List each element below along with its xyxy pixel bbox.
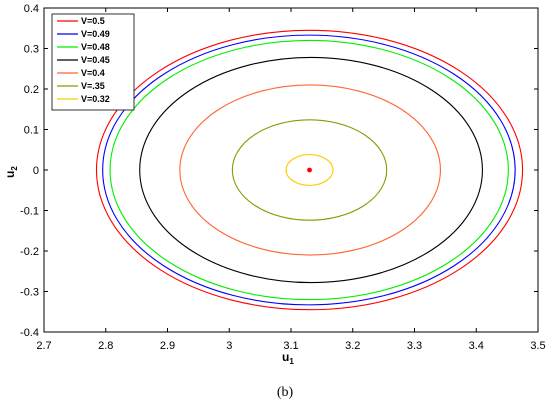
- x-tick-label: 3.1: [283, 340, 298, 352]
- y-tick-label: 0.2: [24, 84, 39, 96]
- y-axis-label-base: u: [3, 171, 17, 178]
- y-axis-label: u2: [3, 166, 19, 178]
- y-tick-label: 0.1: [24, 125, 39, 137]
- x-tick-label: 3.3: [407, 340, 422, 352]
- series-curve: [231, 119, 388, 221]
- series-curve: [102, 34, 516, 306]
- y-axis-ticks: 0.4 0.3 0.2 0.1 0 -0.1 -0.2 -0.3 -0.4: [20, 3, 538, 339]
- legend-label: V=0.5: [81, 16, 105, 26]
- legend-label: V=0.49: [81, 29, 110, 39]
- legend-items: V=0.5 V=0.49 V=0.48 V=0.45 V=0.4 V=.35 V=0.32: [57, 16, 110, 104]
- y-axis-label-sub: 2: [10, 166, 19, 171]
- y-tick-label: 0.4: [24, 3, 39, 15]
- x-tick-label: 2.8: [98, 340, 113, 352]
- series-curve: [109, 39, 509, 301]
- x-axis-label-sub: 1: [289, 357, 294, 366]
- x-tick-label: 3: [226, 340, 232, 352]
- y-tick-label: -0.1: [20, 206, 39, 218]
- x-tick-label: 2.7: [36, 340, 51, 352]
- x-tick-label: 3.5: [530, 340, 545, 352]
- x-tick-label: 3.4: [469, 340, 484, 352]
- legend: V=0.5 V=0.49 V=0.48 V=0.45 V=0.4 V=.35 V=0.32: [51, 13, 135, 111]
- legend-label: V=0.48: [81, 42, 110, 52]
- series-curve: [285, 154, 334, 186]
- legend-label: V=.35: [81, 81, 105, 91]
- center-point-layer: [307, 167, 312, 173]
- x-axis-label-base: u: [282, 350, 289, 364]
- y-tick-label: -0.2: [20, 246, 39, 258]
- y-tick-label: -0.4: [20, 327, 39, 339]
- y-tick-label: 0: [33, 165, 39, 177]
- figure-caption: (b): [277, 385, 294, 400]
- x-axis-ticks: 2.7 2.8 2.9 3 3.1 3.2 3.3 3.4 3.5: [36, 8, 546, 352]
- x-axis-label: u1: [282, 350, 294, 366]
- x-tick-label: 2.9: [160, 340, 175, 352]
- y-tick-label: 0.3: [24, 44, 39, 56]
- series-curve: [139, 56, 483, 284]
- legend-label: V=0.45: [81, 55, 110, 65]
- legend-label: V=0.32: [81, 94, 110, 104]
- x-tick-label: 3.2: [345, 340, 360, 352]
- legend-box: [51, 13, 135, 111]
- legend-label: V=0.4: [81, 68, 105, 78]
- center-point: [307, 167, 312, 173]
- series-curve: [95, 29, 524, 311]
- series-curve: [179, 84, 441, 256]
- y-tick-label: -0.3: [20, 287, 39, 299]
- series-curves: [95, 29, 524, 311]
